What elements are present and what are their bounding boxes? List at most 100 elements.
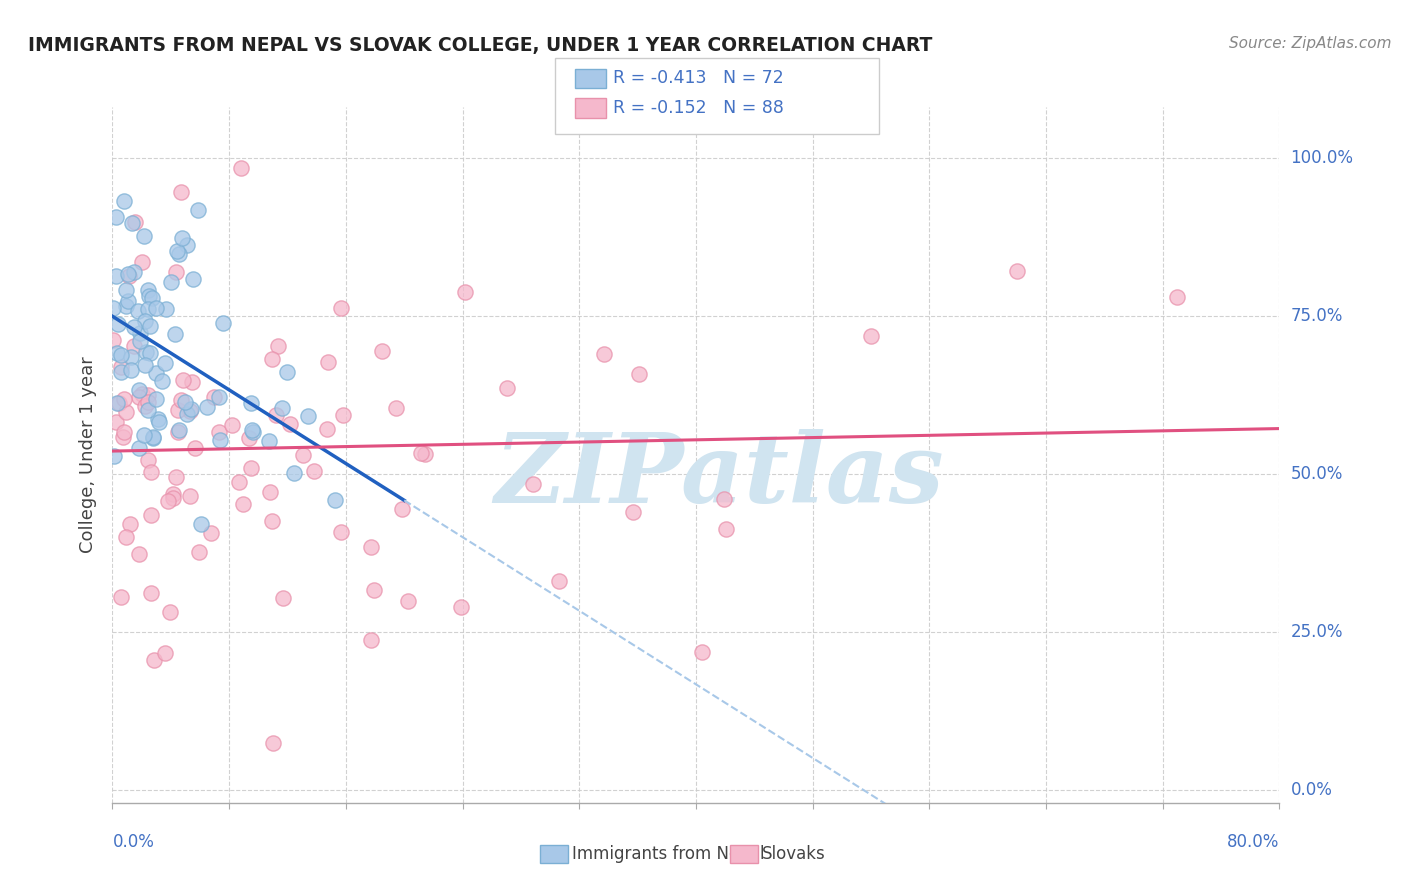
Point	[110, 359, 132, 374]
Point	[413, 447, 436, 461]
Point	[323, 492, 346, 507]
Point	[148, 415, 170, 429]
Point	[138, 302, 160, 317]
Point	[115, 283, 138, 297]
Point	[107, 396, 129, 410]
Point	[714, 522, 737, 536]
Point	[112, 194, 135, 208]
Text: 75.0%: 75.0%	[1291, 307, 1343, 325]
Point	[118, 268, 141, 283]
Point	[120, 516, 142, 531]
Point	[330, 301, 353, 316]
Point	[453, 285, 475, 300]
Point	[278, 417, 301, 431]
Point	[259, 485, 281, 500]
Point	[396, 594, 419, 608]
Text: 25.0%: 25.0%	[1291, 623, 1343, 641]
Point	[238, 431, 260, 445]
Text: 0.0%: 0.0%	[112, 833, 155, 851]
Point	[146, 411, 169, 425]
Point	[162, 487, 184, 501]
Text: 0.0%: 0.0%	[1291, 781, 1333, 799]
Point	[860, 329, 883, 343]
Point	[363, 583, 385, 598]
Point	[112, 425, 135, 440]
Text: Source: ZipAtlas.com: Source: ZipAtlas.com	[1229, 36, 1392, 51]
Point	[162, 491, 184, 505]
Point	[115, 405, 138, 419]
Point	[160, 275, 183, 289]
Text: IMMIGRANTS FROM NEPAL VS SLOVAK COLLEGE, UNDER 1 YEAR CORRELATION CHART: IMMIGRANTS FROM NEPAL VS SLOVAK COLLEGE,…	[28, 36, 932, 54]
Point	[103, 333, 125, 347]
Point	[105, 415, 128, 429]
Point	[628, 367, 651, 381]
Text: 100.0%: 100.0%	[1291, 149, 1354, 167]
Point	[208, 390, 231, 404]
Point	[187, 202, 209, 217]
Point	[385, 401, 408, 415]
Point	[128, 547, 150, 561]
Point	[239, 395, 262, 409]
Point	[155, 301, 177, 316]
Point	[134, 358, 156, 372]
Point	[120, 363, 142, 377]
Point	[145, 392, 167, 407]
Point	[332, 408, 354, 422]
Point	[173, 395, 195, 409]
Point	[122, 319, 145, 334]
Point	[202, 390, 225, 404]
Point	[120, 350, 142, 364]
Point	[316, 421, 339, 435]
Point	[115, 530, 138, 544]
Point	[692, 646, 714, 660]
Point	[142, 432, 165, 446]
Point	[128, 383, 150, 397]
Point	[208, 425, 231, 439]
Point	[141, 508, 163, 522]
Point	[117, 293, 139, 308]
Point	[179, 490, 201, 504]
Point	[139, 586, 162, 600]
Point	[169, 423, 191, 437]
Y-axis label: College, Under 1 year: College, Under 1 year	[79, 357, 97, 553]
Point	[370, 343, 392, 358]
Point	[330, 525, 353, 540]
Point	[450, 600, 472, 615]
Point	[1166, 290, 1188, 304]
Point	[107, 317, 129, 331]
Point	[297, 409, 319, 424]
Point	[170, 230, 193, 244]
Point	[135, 345, 157, 359]
Point	[136, 453, 159, 467]
Point	[176, 237, 198, 252]
Point	[232, 497, 254, 511]
Point	[139, 318, 162, 333]
Text: R = -0.152   N = 88: R = -0.152 N = 88	[613, 99, 785, 117]
Point	[592, 347, 614, 361]
Point	[122, 339, 145, 353]
Point	[132, 428, 155, 442]
Point	[187, 545, 209, 559]
Point	[134, 399, 156, 413]
Point	[132, 228, 155, 243]
Point	[167, 247, 190, 261]
Point	[166, 244, 188, 258]
Point	[1005, 264, 1028, 278]
Text: 80.0%: 80.0%	[1227, 833, 1279, 851]
Point	[124, 215, 146, 229]
Text: ZIPatlas: ZIPatlas	[495, 429, 943, 523]
Point	[136, 284, 159, 298]
Point	[150, 374, 173, 388]
Point	[262, 514, 284, 528]
Point	[165, 470, 187, 484]
Point	[547, 574, 569, 588]
Point	[166, 403, 188, 417]
Point	[112, 392, 135, 407]
Point	[143, 653, 166, 667]
Point	[105, 210, 128, 224]
Point	[110, 591, 132, 605]
Point	[145, 367, 167, 381]
Point	[411, 446, 433, 460]
Point	[129, 326, 152, 340]
Point	[291, 448, 314, 462]
